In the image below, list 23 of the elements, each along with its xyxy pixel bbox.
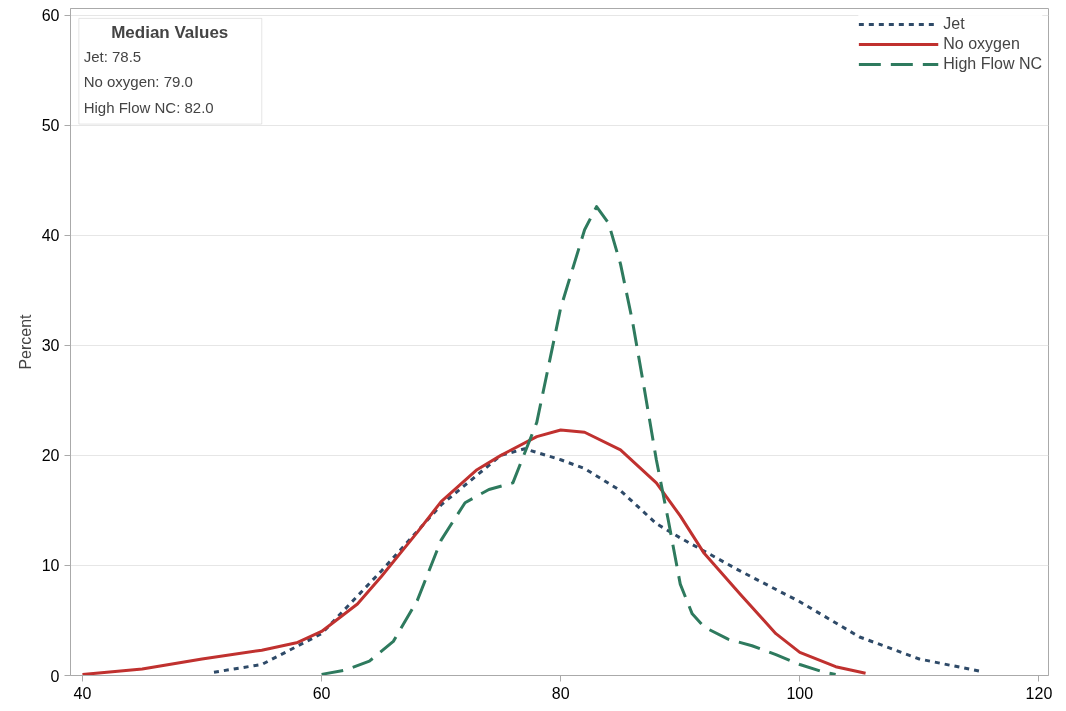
- legend-label: No oxygen: [943, 35, 1020, 53]
- y-tick-label: 50: [41, 117, 60, 135]
- line-series: [80, 428, 868, 676]
- legend-label: Jet: [943, 15, 965, 33]
- y-tick-label: 60: [41, 7, 60, 25]
- y-tick-label: 10: [41, 557, 60, 575]
- x-tick-label: 100: [786, 684, 814, 702]
- y-axis-title: Percent: [16, 313, 34, 370]
- y-tick-label: 40: [41, 227, 60, 245]
- x-tick-label: 60: [312, 684, 331, 702]
- x-tick-label: 80: [551, 684, 570, 702]
- annotation: High Flow NC: 82.0: [83, 98, 214, 116]
- y-tick-label: 20: [41, 447, 60, 465]
- annotation: Jet: 78.5: [83, 48, 142, 66]
- line-series: [212, 447, 981, 674]
- y-tick-label: 30: [41, 337, 60, 355]
- x-tick-label: 120: [1025, 684, 1053, 702]
- annotation: Median Values: [111, 22, 229, 42]
- legend-label: High Flow NC: [943, 55, 1042, 73]
- x-tick-label: 40: [73, 684, 92, 702]
- line-series: [320, 205, 838, 676]
- annotation: No oxygen: 79.0: [83, 73, 193, 91]
- y-tick-label: 0: [50, 667, 60, 685]
